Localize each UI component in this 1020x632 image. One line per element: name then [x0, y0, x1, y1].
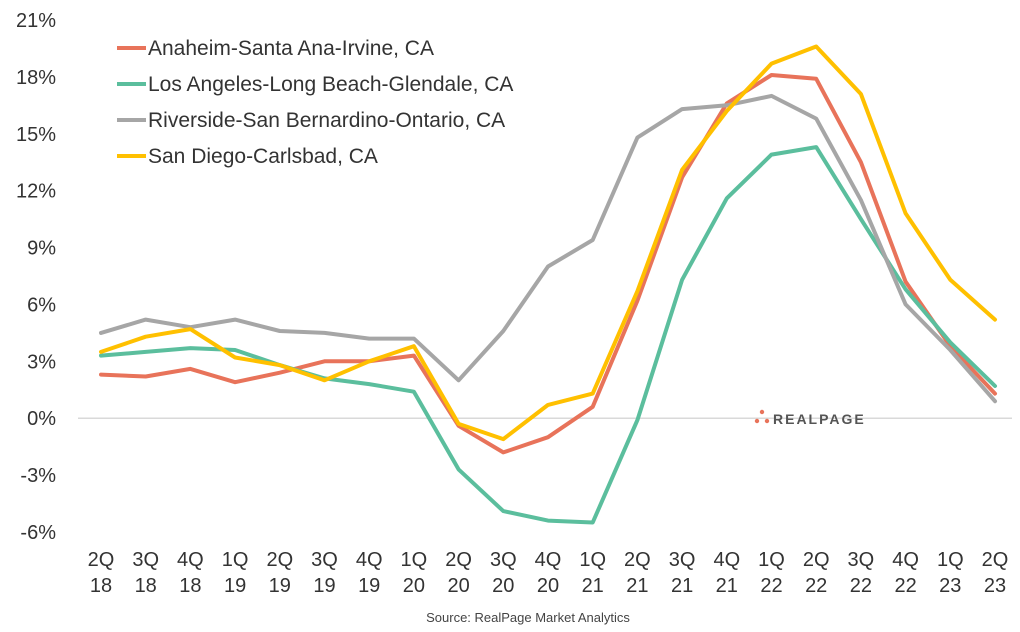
x-tick-label: 1Q 20	[401, 549, 428, 597]
series-line	[99, 44, 997, 442]
x-tick-label: 3Q 22	[848, 549, 875, 597]
y-tick-label: 21%	[16, 10, 56, 32]
logo-dot	[764, 418, 770, 424]
x-tick-label: 2Q 20	[445, 549, 472, 597]
x-tick-label: 3Q 19	[311, 549, 338, 597]
legend-label: Los Angeles-Long Beach-Glendale, CA	[148, 73, 513, 96]
series-line	[99, 93, 997, 404]
legend: Anaheim-Santa Ana-Irvine, CA Los Angeles-…	[117, 37, 513, 168]
x-tick-label: 1Q 22	[758, 549, 785, 597]
series-line	[99, 73, 997, 455]
x-tick-label: 3Q 20	[490, 549, 517, 597]
series-lines	[99, 44, 997, 525]
x-tick-label: 3Q 21	[669, 549, 696, 597]
x-tick-label: 2Q 19	[266, 549, 293, 597]
y-tick-label: 12%	[16, 181, 56, 203]
x-tick-label: 4Q 20	[535, 549, 562, 597]
x-tick-label: 2Q 18	[88, 549, 115, 597]
source-note: Source: RealPage Market Analytics	[426, 610, 630, 625]
logo-dot	[754, 418, 760, 424]
series-line	[99, 145, 997, 525]
y-tick-label: -6%	[20, 522, 56, 544]
x-axis: 2Q 18 3Q 18 4Q 18 1Q 19 2Q 19 3Q 19 4Q 19 1Q 20 2Q 20 3Q 20…	[78, 417, 1012, 597]
realpage-logo: REALPAGE	[754, 409, 866, 427]
x-tick-label: 4Q 19	[356, 549, 383, 597]
y-axis: -6% -3% 0% 3% 6% 9% 12% 15% 18% 21%	[16, 10, 56, 544]
y-tick-label: -3%	[20, 465, 56, 487]
y-tick-label: 9%	[27, 238, 56, 260]
y-tick-label: 18%	[16, 67, 56, 89]
y-tick-label: 3%	[27, 351, 56, 373]
logo-text: REALPAGE	[773, 411, 866, 427]
x-tick-label: 4Q 21	[713, 549, 740, 597]
logo-dot	[759, 409, 765, 415]
x-tick-label: 4Q 22	[892, 549, 919, 597]
x-tick-label: 1Q 23	[937, 549, 964, 597]
legend-label: Riverside-San Bernardino-Ontario, CA	[148, 109, 505, 132]
legend-label: Anaheim-Santa Ana-Irvine, CA	[148, 37, 434, 60]
y-tick-label: 0%	[27, 408, 56, 430]
x-tick-label: 1Q 19	[222, 549, 249, 597]
y-tick-label: 6%	[27, 294, 56, 316]
x-tick-label: 4Q 18	[177, 549, 204, 597]
x-tick-label: 3Q 18	[132, 549, 159, 597]
y-tick-label: 15%	[16, 124, 56, 146]
x-tick-label: 2Q 23	[982, 549, 1009, 597]
x-tick-label: 1Q 21	[579, 549, 606, 597]
legend-label: San Diego-Carlsbad, CA	[148, 145, 378, 168]
logo-dots-icon	[754, 409, 770, 424]
x-tick-label: 2Q 22	[803, 549, 830, 597]
x-tick-label: 2Q 21	[624, 549, 651, 597]
